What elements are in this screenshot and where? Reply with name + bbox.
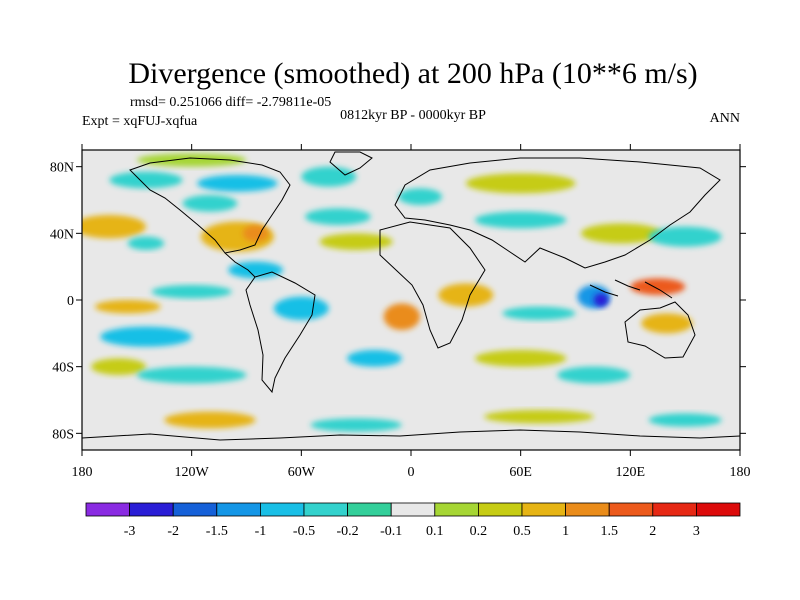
y-tick-label-1: 40N [50,227,74,242]
x-tick-label-2: 60W [288,465,316,480]
colorbar-swatch-7 [390,502,436,517]
field-south-atlantic-positive [383,303,421,330]
x-tick-label-0: 180 [72,465,93,480]
colorbar-swatch-12 [608,502,654,517]
field-south-america-negative [273,296,329,321]
field-antarctic-negative-atlantic [310,418,402,432]
colorbar-label-3: -1 [255,524,267,539]
chart-title: Divergence (smoothed) at 200 hPa (10**6 … [128,57,697,90]
coastline-south-america [245,271,316,394]
colorbar-label-0: -3 [124,524,136,539]
x-tick-label-1: 120W [175,465,210,480]
colorbar-swatch-4 [259,502,305,517]
coastline-eurasia [394,157,721,269]
colorbar-swatch-10 [521,502,566,517]
field-west-pacific-positive [630,278,686,295]
coastline-africa [379,221,486,349]
colorbar-label-8: 0.2 [470,524,488,539]
colorbar-label-5: -0.2 [337,524,359,539]
field-south-pacific-positive-lower [91,358,146,375]
field-south-pacific-negative [100,326,192,347]
x-axis: 180 120W 60W 0 60E 120E 180 [72,144,751,480]
colorbar-swatch-6 [347,502,392,517]
field-siberia-positive [465,173,576,194]
colorbar-label-10: 1 [562,524,569,539]
field-south-indian-positive [474,350,567,367]
field-east-asia-positive [580,223,662,244]
coastline-central-america [224,252,256,278]
field-arctic-negative-north-pacific [109,171,183,189]
field-maritime-continent-core [593,293,609,307]
field-arctic-positive-north-america [136,153,247,167]
field-south-atlantic-negative [347,350,402,367]
colorbar-swatch-3 [216,502,261,517]
colorbar-swatch-14 [696,502,741,517]
field-antarctic-positive-pacific [164,411,256,429]
y-tick-label-2: 0 [67,294,74,309]
experiment-label: Expt = xqFUJ-xqfua [82,114,198,129]
colorbar-swatch-8 [434,502,479,517]
field-equatorial-pacific-positive [94,300,161,314]
y-tick-label-4: 80S [52,427,74,442]
field-southern-ocean-negative [136,366,247,384]
period-label: 0812kyr BP - 0000kyr BP [340,108,486,123]
field-canada-negative [197,175,278,192]
divergence-field-layer [82,153,722,432]
colorbar-swatch-9 [477,502,523,517]
y-tick-label-3: 40S [52,361,74,376]
colorbar-swatch-5 [303,502,348,517]
colorbar-label-7: 0.1 [426,524,444,539]
field-antarctic-negative-pacific [648,413,722,427]
colorbar-label-1: -2 [167,524,179,539]
field-canada-negative-south [182,195,238,212]
field-antarctic-positive-indian [484,410,594,424]
field-atlantic-positive-mid [319,233,393,251]
coastline-maritime-continent [589,279,673,299]
y-tick-label-0: 80N [50,161,74,176]
field-us-strong-positive [242,225,269,242]
stats-label: rmsd= 0.251066 diff= -2.79811e-05 [130,95,331,110]
field-south-indian-negative [557,366,631,384]
colorbar-swatch-0 [85,502,130,517]
field-australia-positive [641,313,693,334]
field-africa-positive [438,283,494,307]
field-central-america-negative [228,261,284,279]
coastline-antarctica [82,429,740,441]
colorbar-label-2: -1.5 [206,524,228,539]
field-atlantic-negative-north [304,208,371,226]
colorbar: -3 -2 -1.5 -1 -0.5 -0.2 -0.1 0.1 0.2 0.5 1 1.5 2 3 [85,502,741,539]
colorbar-label-13: 3 [693,524,700,539]
colorbar-swatch-1 [129,502,174,517]
field-equatorial-pacific-negative [151,285,232,299]
colorbar-swatch-11 [565,502,610,517]
colorbar-swatch-13 [652,502,697,517]
field-indian-ocean-negative [502,306,576,321]
field-north-atlantic-negative [301,166,357,187]
coastline-north-america [129,157,291,254]
coastlines [82,151,740,441]
field-europe-negative [398,188,443,206]
x-tick-label-5: 120E [616,465,646,480]
field-asia-negative-west-pacific [648,226,722,247]
colorbar-label-12: 2 [649,524,656,539]
colorbar-swatch-2 [172,502,218,517]
field-north-pacific-positive [82,215,146,239]
season-label: ANN [710,111,740,126]
coastline-australia [624,301,696,359]
field-north-pacific-negative [127,236,165,250]
x-tick-label-6: 180 [730,465,751,480]
field-asia-negative-band [474,211,567,229]
coastline-greenland [329,151,373,176]
colorbar-label-11: 1.5 [600,524,618,539]
colorbar-label-9: 0.5 [513,524,531,539]
y-axis: 80N 40N 0 40S 80S [50,161,746,442]
colorbar-label-6: -0.1 [380,524,402,539]
colorbar-label-4: -0.5 [293,524,315,539]
x-tick-label-3: 0 [408,465,415,480]
x-tick-label-4: 60E [509,465,532,480]
